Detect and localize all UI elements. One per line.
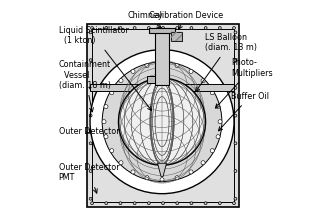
Text: Outer Detector
PMT: Outer Detector PMT: [59, 163, 119, 193]
Circle shape: [148, 202, 150, 205]
Circle shape: [145, 64, 149, 68]
Circle shape: [90, 50, 234, 194]
Circle shape: [160, 178, 164, 182]
Text: Chimney: Chimney: [128, 11, 164, 28]
Circle shape: [89, 86, 92, 89]
Circle shape: [175, 176, 179, 180]
Circle shape: [104, 135, 108, 139]
Circle shape: [162, 26, 164, 30]
Circle shape: [216, 105, 220, 109]
Circle shape: [234, 31, 237, 34]
Circle shape: [219, 26, 221, 30]
Circle shape: [201, 79, 205, 83]
Circle shape: [160, 62, 164, 66]
Circle shape: [89, 114, 92, 117]
Bar: [171, 33, 182, 41]
Circle shape: [91, 26, 93, 30]
Bar: [155, 28, 169, 85]
Circle shape: [102, 62, 222, 181]
Bar: [92, 30, 234, 202]
Bar: [87, 24, 239, 207]
Circle shape: [189, 69, 193, 73]
Circle shape: [110, 149, 114, 153]
Circle shape: [162, 202, 164, 205]
Circle shape: [218, 120, 222, 124]
Bar: [87, 24, 239, 207]
Circle shape: [102, 120, 106, 124]
Circle shape: [119, 79, 123, 83]
Circle shape: [89, 31, 92, 34]
Circle shape: [190, 202, 193, 205]
Text: Containment
  Vessel
(diam. 18 m): Containment Vessel (diam. 18 m): [59, 60, 111, 112]
Text: Buffer Oil: Buffer Oil: [219, 92, 269, 131]
Circle shape: [204, 26, 207, 30]
Circle shape: [119, 161, 123, 165]
Circle shape: [201, 161, 205, 165]
Circle shape: [234, 59, 237, 62]
Circle shape: [234, 142, 237, 145]
Circle shape: [175, 64, 179, 68]
Text: LS Balloon
(diam. 13 m): LS Balloon (diam. 13 m): [196, 33, 257, 92]
Circle shape: [148, 26, 150, 30]
Circle shape: [105, 26, 108, 30]
Circle shape: [133, 26, 136, 30]
Bar: [90, 84, 234, 91]
Circle shape: [234, 170, 237, 173]
Text: Outer Detector: Outer Detector: [59, 127, 119, 136]
Circle shape: [210, 91, 214, 95]
Circle shape: [89, 59, 92, 62]
Text: Photo-
Multipliers: Photo- Multipliers: [215, 58, 273, 108]
Circle shape: [216, 135, 220, 139]
Text: Liquid Scintillator
  (1 kton): Liquid Scintillator (1 kton): [59, 26, 152, 110]
Circle shape: [104, 105, 108, 109]
Circle shape: [189, 170, 193, 174]
Circle shape: [89, 197, 92, 200]
Circle shape: [190, 26, 193, 30]
Text: Calibration Device: Calibration Device: [149, 11, 223, 29]
Circle shape: [234, 197, 237, 200]
Circle shape: [176, 202, 179, 205]
Circle shape: [119, 26, 122, 30]
Circle shape: [234, 114, 237, 117]
Circle shape: [145, 176, 149, 180]
Circle shape: [89, 142, 92, 145]
Circle shape: [91, 202, 93, 205]
Circle shape: [219, 202, 221, 205]
Circle shape: [234, 86, 237, 89]
Circle shape: [210, 149, 214, 153]
Circle shape: [110, 91, 114, 95]
Circle shape: [118, 78, 206, 165]
Polygon shape: [157, 163, 166, 176]
Circle shape: [119, 202, 122, 205]
Circle shape: [176, 26, 179, 30]
Circle shape: [204, 202, 207, 205]
Circle shape: [233, 202, 236, 205]
Circle shape: [131, 69, 135, 73]
Bar: [149, 28, 175, 33]
Circle shape: [233, 26, 236, 30]
Circle shape: [89, 170, 92, 173]
Circle shape: [133, 202, 136, 205]
Circle shape: [131, 170, 135, 174]
Circle shape: [105, 202, 108, 205]
Bar: [147, 76, 155, 83]
